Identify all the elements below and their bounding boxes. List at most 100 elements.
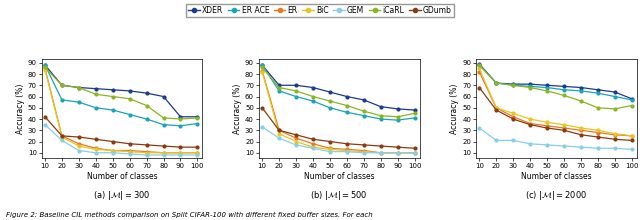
GDumb	[360, 144, 367, 146]
X-axis label: Number of classes: Number of classes	[304, 172, 374, 181]
XDER	[594, 88, 602, 91]
BiC	[159, 151, 167, 154]
ER ACE	[109, 109, 116, 111]
XDER	[309, 86, 317, 89]
BiC	[126, 150, 134, 153]
XDER	[41, 64, 49, 66]
iCaRL	[543, 90, 551, 92]
GEM	[92, 151, 100, 154]
GDumb	[92, 138, 100, 141]
iCaRL	[292, 90, 300, 92]
XDER	[377, 105, 385, 108]
Y-axis label: Accuracy (%): Accuracy (%)	[233, 84, 242, 134]
XDER	[193, 116, 201, 118]
GDumb	[543, 127, 551, 129]
iCaRL	[594, 106, 602, 109]
XDER	[411, 109, 419, 111]
ER	[41, 67, 49, 70]
iCaRL	[377, 114, 385, 117]
GEM	[41, 123, 49, 126]
ER	[159, 151, 167, 154]
ER ACE	[628, 99, 636, 101]
ER	[275, 129, 283, 132]
ER ACE	[309, 100, 317, 102]
BiC	[594, 129, 602, 132]
XDER	[526, 83, 534, 85]
iCaRL	[58, 84, 66, 87]
iCaRL	[343, 104, 351, 107]
BiC	[560, 123, 568, 126]
iCaRL	[143, 104, 150, 107]
XDER	[492, 82, 500, 84]
iCaRL	[509, 84, 517, 87]
GEM	[492, 139, 500, 142]
BiC	[58, 136, 66, 138]
XDER	[92, 87, 100, 90]
ER	[92, 147, 100, 150]
Line: GEM: GEM	[478, 127, 633, 151]
ER ACE	[75, 101, 83, 103]
iCaRL	[560, 94, 568, 97]
iCaRL	[41, 66, 49, 69]
Line: ER: ER	[260, 69, 416, 154]
GEM	[343, 150, 351, 153]
GDumb	[292, 134, 300, 136]
ER	[193, 151, 201, 154]
XDER	[509, 83, 517, 85]
Line: GDumb: GDumb	[260, 106, 416, 150]
GDumb	[109, 140, 116, 143]
ER	[628, 135, 636, 137]
GEM	[292, 144, 300, 146]
ER	[58, 135, 66, 137]
GDumb	[577, 134, 585, 136]
GEM	[259, 126, 266, 128]
iCaRL	[611, 108, 619, 110]
ER ACE	[259, 64, 266, 66]
ER	[492, 106, 500, 109]
GDumb	[526, 123, 534, 126]
BiC	[411, 151, 419, 154]
ER ACE	[343, 111, 351, 114]
XDER	[360, 99, 367, 101]
BiC	[611, 132, 619, 135]
BiC	[259, 70, 266, 73]
BiC	[577, 127, 585, 129]
GDumb	[476, 86, 483, 89]
Line: BiC: BiC	[44, 68, 199, 154]
XDER	[476, 62, 483, 65]
GEM	[75, 149, 83, 152]
XDER	[109, 88, 116, 91]
ER ACE	[275, 90, 283, 92]
ER	[109, 149, 116, 152]
Line: ER ACE: ER ACE	[44, 64, 199, 127]
BiC	[92, 148, 100, 151]
BiC	[75, 145, 83, 147]
Line: iCaRL: iCaRL	[478, 64, 633, 110]
Line: XDER: XDER	[260, 64, 416, 111]
XDER	[560, 85, 568, 88]
XDER	[58, 84, 66, 87]
GDumb	[411, 147, 419, 150]
BiC	[543, 121, 551, 124]
Line: GDumb: GDumb	[478, 86, 633, 142]
ER	[177, 151, 184, 154]
ER ACE	[159, 123, 167, 126]
ER ACE	[126, 113, 134, 116]
ER	[543, 125, 551, 127]
BiC	[326, 148, 333, 151]
GEM	[109, 151, 116, 154]
ER	[75, 143, 83, 145]
GEM	[394, 151, 401, 154]
GEM	[611, 147, 619, 150]
ER	[509, 116, 517, 118]
BiC	[628, 135, 636, 137]
ER	[594, 131, 602, 134]
Line: BiC: BiC	[260, 70, 416, 154]
GDumb	[58, 135, 66, 137]
GDumb	[377, 145, 385, 147]
GEM	[58, 139, 66, 142]
ER	[143, 150, 150, 153]
Title: (b) $|\mathcal{M}| = 500$: (b) $|\mathcal{M}| = 500$	[310, 189, 368, 202]
ER ACE	[41, 64, 49, 66]
XDER	[611, 91, 619, 93]
